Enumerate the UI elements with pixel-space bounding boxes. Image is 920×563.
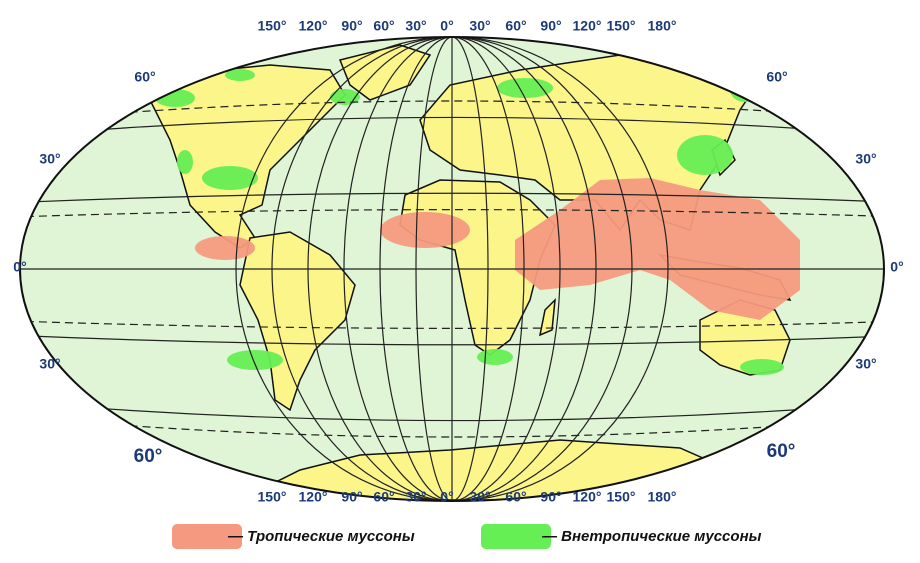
longitude-label: 60° — [505, 489, 526, 505]
map-border — [19, 36, 885, 502]
longitude-label: 30° — [469, 489, 490, 505]
longitude-label: 180° — [648, 489, 677, 505]
latitude-label: 0° — [890, 259, 903, 275]
latitude-label: 30° — [855, 151, 876, 167]
latitude-label: 0° — [13, 259, 26, 275]
parallel — [20, 399, 884, 422]
latitude-label: 60° — [767, 441, 796, 462]
legend-swatch — [481, 524, 551, 549]
longitude-label: 120° — [573, 489, 602, 505]
legend-swatch — [172, 524, 242, 549]
longitude-label: 150° — [258, 18, 287, 34]
latitude-label: 60° — [134, 446, 163, 467]
map-body — [20, 37, 884, 501]
longitude-label: 30° — [469, 18, 490, 34]
longitude-label: 120° — [573, 18, 602, 34]
longitude-label: 120° — [299, 18, 328, 34]
longitude-label: 60° — [505, 18, 526, 34]
longitude-label: 60° — [373, 489, 394, 505]
longitude-label: 90° — [540, 489, 561, 505]
longitude-label: 90° — [540, 18, 561, 34]
legend-label: — Тропические муссоны — [227, 528, 415, 545]
madagascar — [538, 297, 556, 337]
parallel — [20, 334, 884, 346]
north-america — [149, 64, 346, 249]
tropic-line — [20, 209, 884, 219]
legend-label: — Внетропические муссоны — [541, 528, 762, 545]
longitude-label: 150° — [258, 489, 287, 505]
latitude-label: 30° — [855, 356, 876, 372]
longitude-label: 0° — [440, 489, 453, 505]
longitude-label: 30° — [405, 489, 426, 505]
latitude-label: 30° — [39, 151, 60, 167]
longitude-label: 120° — [299, 489, 328, 505]
labels: 150° 150° 120° 120° 90° 90° 60° 60° 30° 30° 0° 0° 30… — [13, 18, 903, 505]
longitude-label: 0° — [440, 18, 453, 34]
latitude-label: 60° — [134, 69, 155, 85]
parallel — [20, 116, 884, 139]
longitude-label: 60° — [373, 18, 394, 34]
latitude-label: 30° — [39, 356, 60, 372]
longitude-label: 150° — [607, 18, 636, 34]
latitude-label: 60° — [766, 69, 787, 85]
south-america — [239, 231, 356, 412]
longitude-label: 30° — [405, 18, 426, 34]
longitude-label: 90° — [341, 18, 362, 34]
parallel — [20, 192, 884, 204]
tropical-monsoons — [195, 178, 800, 320]
longitude-label: 150° — [607, 489, 636, 505]
longitude-label: 180° — [648, 18, 677, 34]
tropic-line — [20, 319, 884, 329]
longitude-label: 90° — [341, 489, 362, 505]
